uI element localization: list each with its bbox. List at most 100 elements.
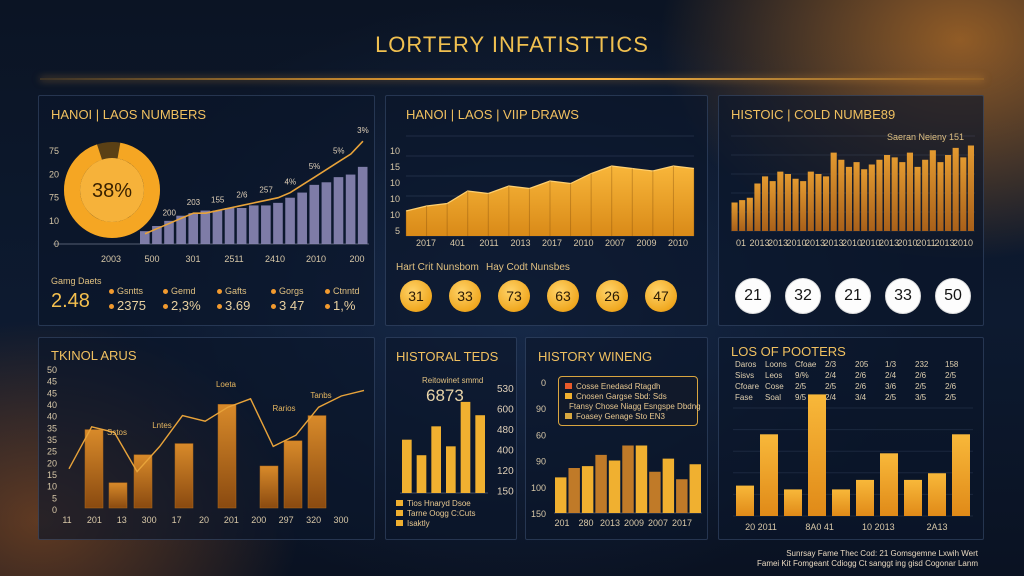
legend-swatch xyxy=(565,383,572,389)
x-tick-label: 2007 xyxy=(605,238,625,248)
y-tick-label: 60 xyxy=(536,430,546,440)
bar xyxy=(676,479,688,513)
x-tick-label: 2010 xyxy=(842,238,862,248)
bar xyxy=(845,166,852,231)
number-ball: 63 xyxy=(547,280,579,312)
stat-label: Gafts xyxy=(217,286,250,296)
y-tick-label: 150 xyxy=(497,487,514,498)
dot-icon xyxy=(325,304,330,310)
stat-item: Ctnntd 1,% xyxy=(325,286,360,313)
bar xyxy=(309,184,320,244)
bar xyxy=(807,171,814,231)
bar xyxy=(689,464,701,513)
table-cell: 3/4 xyxy=(855,393,867,402)
x-tick-label: 2010 xyxy=(573,238,593,248)
panel-title: TKINOL ARUS xyxy=(51,348,137,363)
y-tick-label: 15 xyxy=(47,470,57,480)
bar xyxy=(460,401,471,493)
legend-item: Cnosen Gargse Sbd: Sds xyxy=(565,391,691,401)
bar xyxy=(861,169,868,231)
table-cell: 2/5 xyxy=(795,382,807,391)
number-ball: 50 xyxy=(935,278,971,314)
y-tick-label: 530 xyxy=(497,384,514,395)
bar xyxy=(856,479,874,516)
bar xyxy=(832,489,850,516)
bar xyxy=(868,164,875,231)
dot-icon xyxy=(163,304,168,310)
donut-label: 38% xyxy=(92,180,132,202)
x-tick-label: 2010 xyxy=(897,238,917,248)
bar xyxy=(876,159,883,231)
footer-line-1: Sunrsay Fame Thec Cod: 21 Gomsgemne Lxwi… xyxy=(786,549,978,558)
table-cell: Cfoae xyxy=(795,360,817,369)
y-tick-label: 35 xyxy=(47,435,57,445)
x-tick-label: 401 xyxy=(450,238,465,248)
table-cell: Daros xyxy=(735,360,757,369)
table-cell: 2/4 xyxy=(825,393,837,402)
bar xyxy=(283,440,303,509)
panel-title: HANOI | LAOS | VIIP DRAWS xyxy=(406,107,579,122)
bar xyxy=(929,150,936,231)
y-tick-label: 40 xyxy=(47,400,57,410)
y-tick-label: 20 xyxy=(47,458,57,468)
bar xyxy=(937,162,944,231)
y-tick-label: 45 xyxy=(47,388,57,398)
legend-item: Cosse Enedasd Rtagdh xyxy=(565,381,691,391)
x-tick-label: 2410 xyxy=(265,254,285,264)
y-tick-label: 5 xyxy=(52,493,57,503)
bar xyxy=(188,213,199,244)
bar xyxy=(945,155,952,231)
x-tick-label: 2013 xyxy=(879,238,899,248)
panel-los-of-pooters: LOS OF POOTERS Daros Loons Cfoae 2/3 205 1/3 2… xyxy=(718,337,984,540)
bar xyxy=(736,485,754,516)
x-tick-label: 2010 xyxy=(668,238,688,248)
bar xyxy=(236,208,247,244)
stat-label-text: Gorgs xyxy=(279,286,304,296)
y-tick-label: 35 xyxy=(47,423,57,433)
table-cell: 2/5 xyxy=(945,371,957,380)
table-cell: Fase xyxy=(735,393,753,402)
panel-title: HISTORY WINENG xyxy=(538,349,653,364)
stat-value: 2375 xyxy=(109,298,146,313)
data-label: Loeta xyxy=(216,380,237,389)
bar xyxy=(176,215,186,244)
legend-swatch xyxy=(565,393,572,399)
bar xyxy=(815,174,822,231)
pooters-chart: 20 2011 8A0 41 10 2013 2A13 xyxy=(733,394,973,532)
table-cell: Cfoare xyxy=(735,382,760,391)
bar xyxy=(402,439,412,493)
bar xyxy=(285,197,295,244)
stat-item: Gafts 3.69 xyxy=(217,286,250,313)
data-label: 5% xyxy=(333,147,345,156)
bar xyxy=(899,162,906,231)
x-tick-label: 2013 xyxy=(510,238,530,248)
panel-cold-numbers: HISTOIC | COLD NUMBE89 Saeran Neieny 151… xyxy=(718,95,984,326)
table-cell: 2/6 xyxy=(915,371,927,380)
data-label: 200 xyxy=(163,208,177,217)
stat-label-text: Ctnntd xyxy=(333,286,360,296)
data-label: 4% xyxy=(285,178,297,187)
bar xyxy=(200,210,211,244)
y-tick-label: 50 xyxy=(47,365,57,375)
x-tick-label: 320 xyxy=(306,515,321,525)
data-label: 5% xyxy=(309,162,321,171)
table-cell: 2/5 xyxy=(945,393,957,402)
table-row: Sisvs Leos 9/% 2/4 2/6 2/4 2/6 2/5 xyxy=(735,371,975,382)
y-tick-label: 10 xyxy=(390,194,400,204)
bar xyxy=(333,177,344,244)
bar xyxy=(800,181,807,231)
bar xyxy=(853,162,860,231)
bar xyxy=(431,426,441,493)
box-value: 6873 xyxy=(426,386,464,405)
table-cell: 205 xyxy=(855,360,869,369)
bar xyxy=(952,434,970,516)
panel-hanoi-laos-numbers: HANOI | LAOS NUMBERS 0 10 75 20 75 200 203 155 2… xyxy=(38,95,375,326)
stat-value: 2,3% xyxy=(163,298,201,313)
data-label: Rarios xyxy=(272,404,295,413)
bar xyxy=(581,466,594,513)
number-ball: 32 xyxy=(785,278,821,314)
y-tick-label: 25 xyxy=(47,447,57,457)
y-tick-label: 5 xyxy=(395,226,400,236)
bar xyxy=(662,458,675,513)
table-cell: Soal xyxy=(765,393,782,402)
